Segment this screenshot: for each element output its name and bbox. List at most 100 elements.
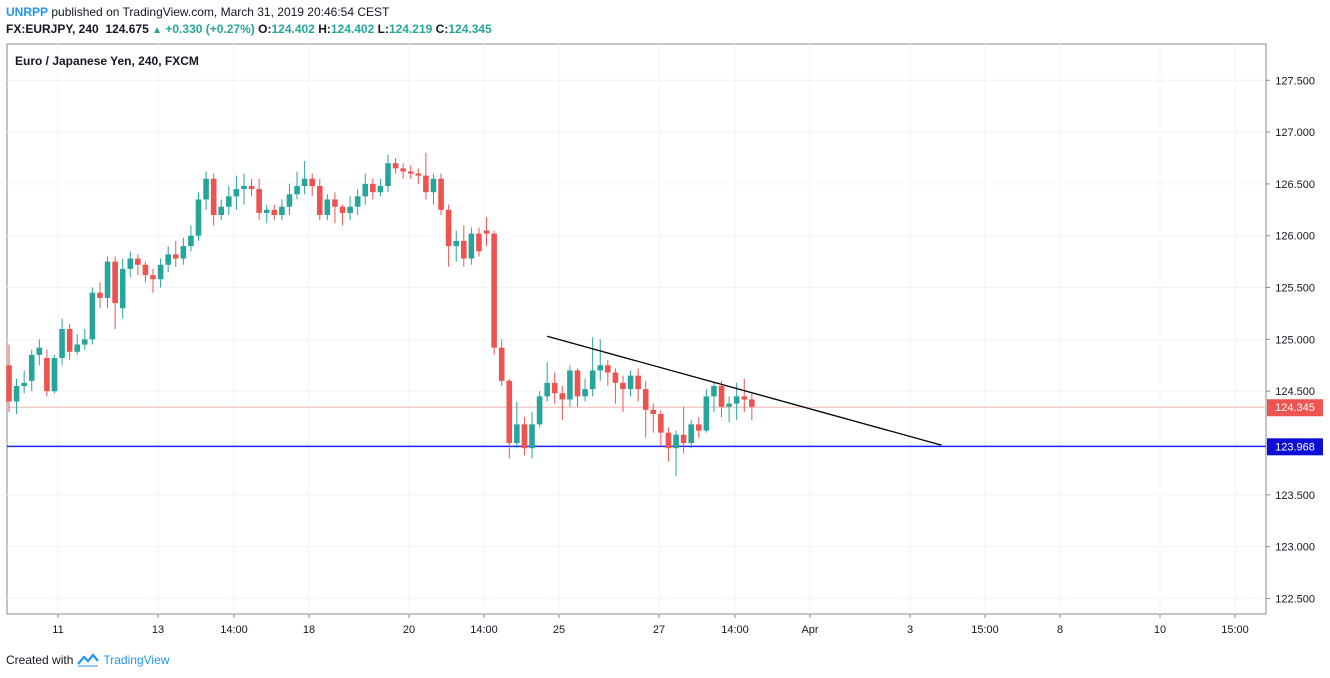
- candle-up: [673, 434, 679, 449]
- support-price-badge: 123.968: [1275, 441, 1315, 453]
- candle-down: [172, 254, 179, 259]
- candle-down: [248, 185, 255, 190]
- x-tick-label: 27: [653, 624, 665, 636]
- x-tick-label: 15:00: [971, 624, 999, 636]
- candle-up: [301, 178, 308, 186]
- candle-down: [605, 365, 611, 373]
- low-label: L:: [377, 22, 389, 36]
- candle-up: [233, 189, 240, 197]
- candle-down: [44, 358, 50, 392]
- tradingview-brand[interactable]: TradingView: [103, 653, 170, 667]
- support-price-badge-bg: [1267, 438, 1323, 456]
- symbol-label: FX:EURJPY, 240: [6, 22, 99, 36]
- candle-down: [650, 409, 657, 414]
- candle-up: [119, 268, 126, 309]
- candle-down: [339, 206, 346, 213]
- candle-down: [551, 382, 558, 394]
- candle-down: [150, 275, 156, 280]
- candle-down: [680, 434, 687, 443]
- current-price-badge: 124.345: [1275, 402, 1315, 414]
- candle-up: [582, 389, 588, 397]
- candle-up: [354, 196, 361, 207]
- publish-info: UNRPP published on TradingView.com, Marc…: [6, 5, 389, 19]
- high-value: 124.402: [330, 22, 375, 36]
- candle-up: [51, 358, 58, 392]
- open-value: 124.402: [271, 22, 315, 36]
- x-tick-label: Apr: [801, 624, 818, 636]
- y-tick-label: 125.000: [1275, 334, 1315, 346]
- candle-down: [559, 393, 566, 400]
- candle-up: [226, 196, 232, 207]
- published-text: published on TradingView.com, March 31, …: [51, 5, 390, 19]
- candle-up: [377, 185, 384, 193]
- low-value: 124.219: [388, 22, 433, 36]
- candle-up: [82, 339, 88, 345]
- x-tick-label: 14:00: [220, 624, 248, 636]
- candle-up: [203, 178, 209, 200]
- candle-up: [703, 396, 710, 431]
- candle-up: [597, 365, 604, 371]
- candle-down: [112, 261, 118, 304]
- candle-down: [612, 372, 619, 383]
- created-with-text: Created with: [6, 653, 74, 667]
- x-tick-label: 14:00: [470, 624, 498, 636]
- trendline: [547, 335, 942, 446]
- candle-down: [658, 413, 664, 433]
- candle-up: [104, 261, 111, 298]
- candle-down: [66, 329, 73, 352]
- y-tick-label: 123.000: [1275, 542, 1315, 554]
- candle-down: [506, 380, 513, 443]
- candle-up: [89, 292, 96, 340]
- candle-up: [627, 375, 634, 390]
- y-tick-label: 123.500: [1275, 490, 1315, 502]
- candle-down: [332, 199, 338, 207]
- candle-down: [483, 230, 490, 234]
- footer: Created with TradingView: [6, 653, 169, 667]
- author-name[interactable]: UNRPP: [6, 5, 49, 19]
- candle-up: [263, 209, 270, 213]
- candle-up: [362, 183, 369, 197]
- candle-up: [59, 329, 65, 359]
- candle-up: [385, 163, 391, 186]
- x-tick-label: 14:00: [721, 624, 749, 636]
- x-tick-label: 15:00: [1221, 624, 1249, 636]
- candle-down: [407, 171, 414, 174]
- candle-up: [733, 396, 740, 404]
- close-label: C:: [435, 22, 449, 36]
- candle-up: [324, 199, 331, 215]
- candle-up: [127, 258, 134, 269]
- last-price: 124.675: [105, 22, 149, 36]
- candle-down: [445, 209, 452, 247]
- candle-up: [74, 344, 81, 352]
- x-tick-label: 11: [52, 624, 63, 636]
- candle-down: [749, 399, 755, 407]
- x-tick-label: 20: [403, 624, 415, 636]
- candle-up: [286, 194, 293, 207]
- candle-up: [567, 370, 573, 400]
- candle-down: [741, 396, 748, 400]
- candle-up: [347, 206, 353, 213]
- up-triangle-icon: ▲: [152, 25, 163, 36]
- candle-up: [180, 246, 187, 259]
- candle-down: [271, 209, 278, 215]
- candle-up: [294, 185, 300, 195]
- price-change: +0.330 (+0.27%): [165, 22, 255, 36]
- candle-up: [589, 370, 596, 390]
- candle-up: [195, 199, 202, 236]
- candle-down: [491, 233, 497, 348]
- candle-up: [529, 424, 535, 449]
- close-value: 124.345: [448, 22, 492, 36]
- x-tick-label: 18: [303, 624, 315, 636]
- candle-down: [316, 185, 323, 215]
- candle-down: [135, 258, 141, 265]
- candle-up: [430, 178, 437, 193]
- candle-up: [218, 206, 225, 215]
- candle-up: [536, 396, 543, 425]
- candle-up: [157, 264, 164, 280]
- tradingview-logo-icon: [77, 653, 100, 667]
- high-label: H:: [318, 22, 331, 36]
- y-tick-label: 126.500: [1275, 179, 1315, 191]
- candle-down: [574, 370, 581, 397]
- x-tick-label: 13: [152, 624, 164, 636]
